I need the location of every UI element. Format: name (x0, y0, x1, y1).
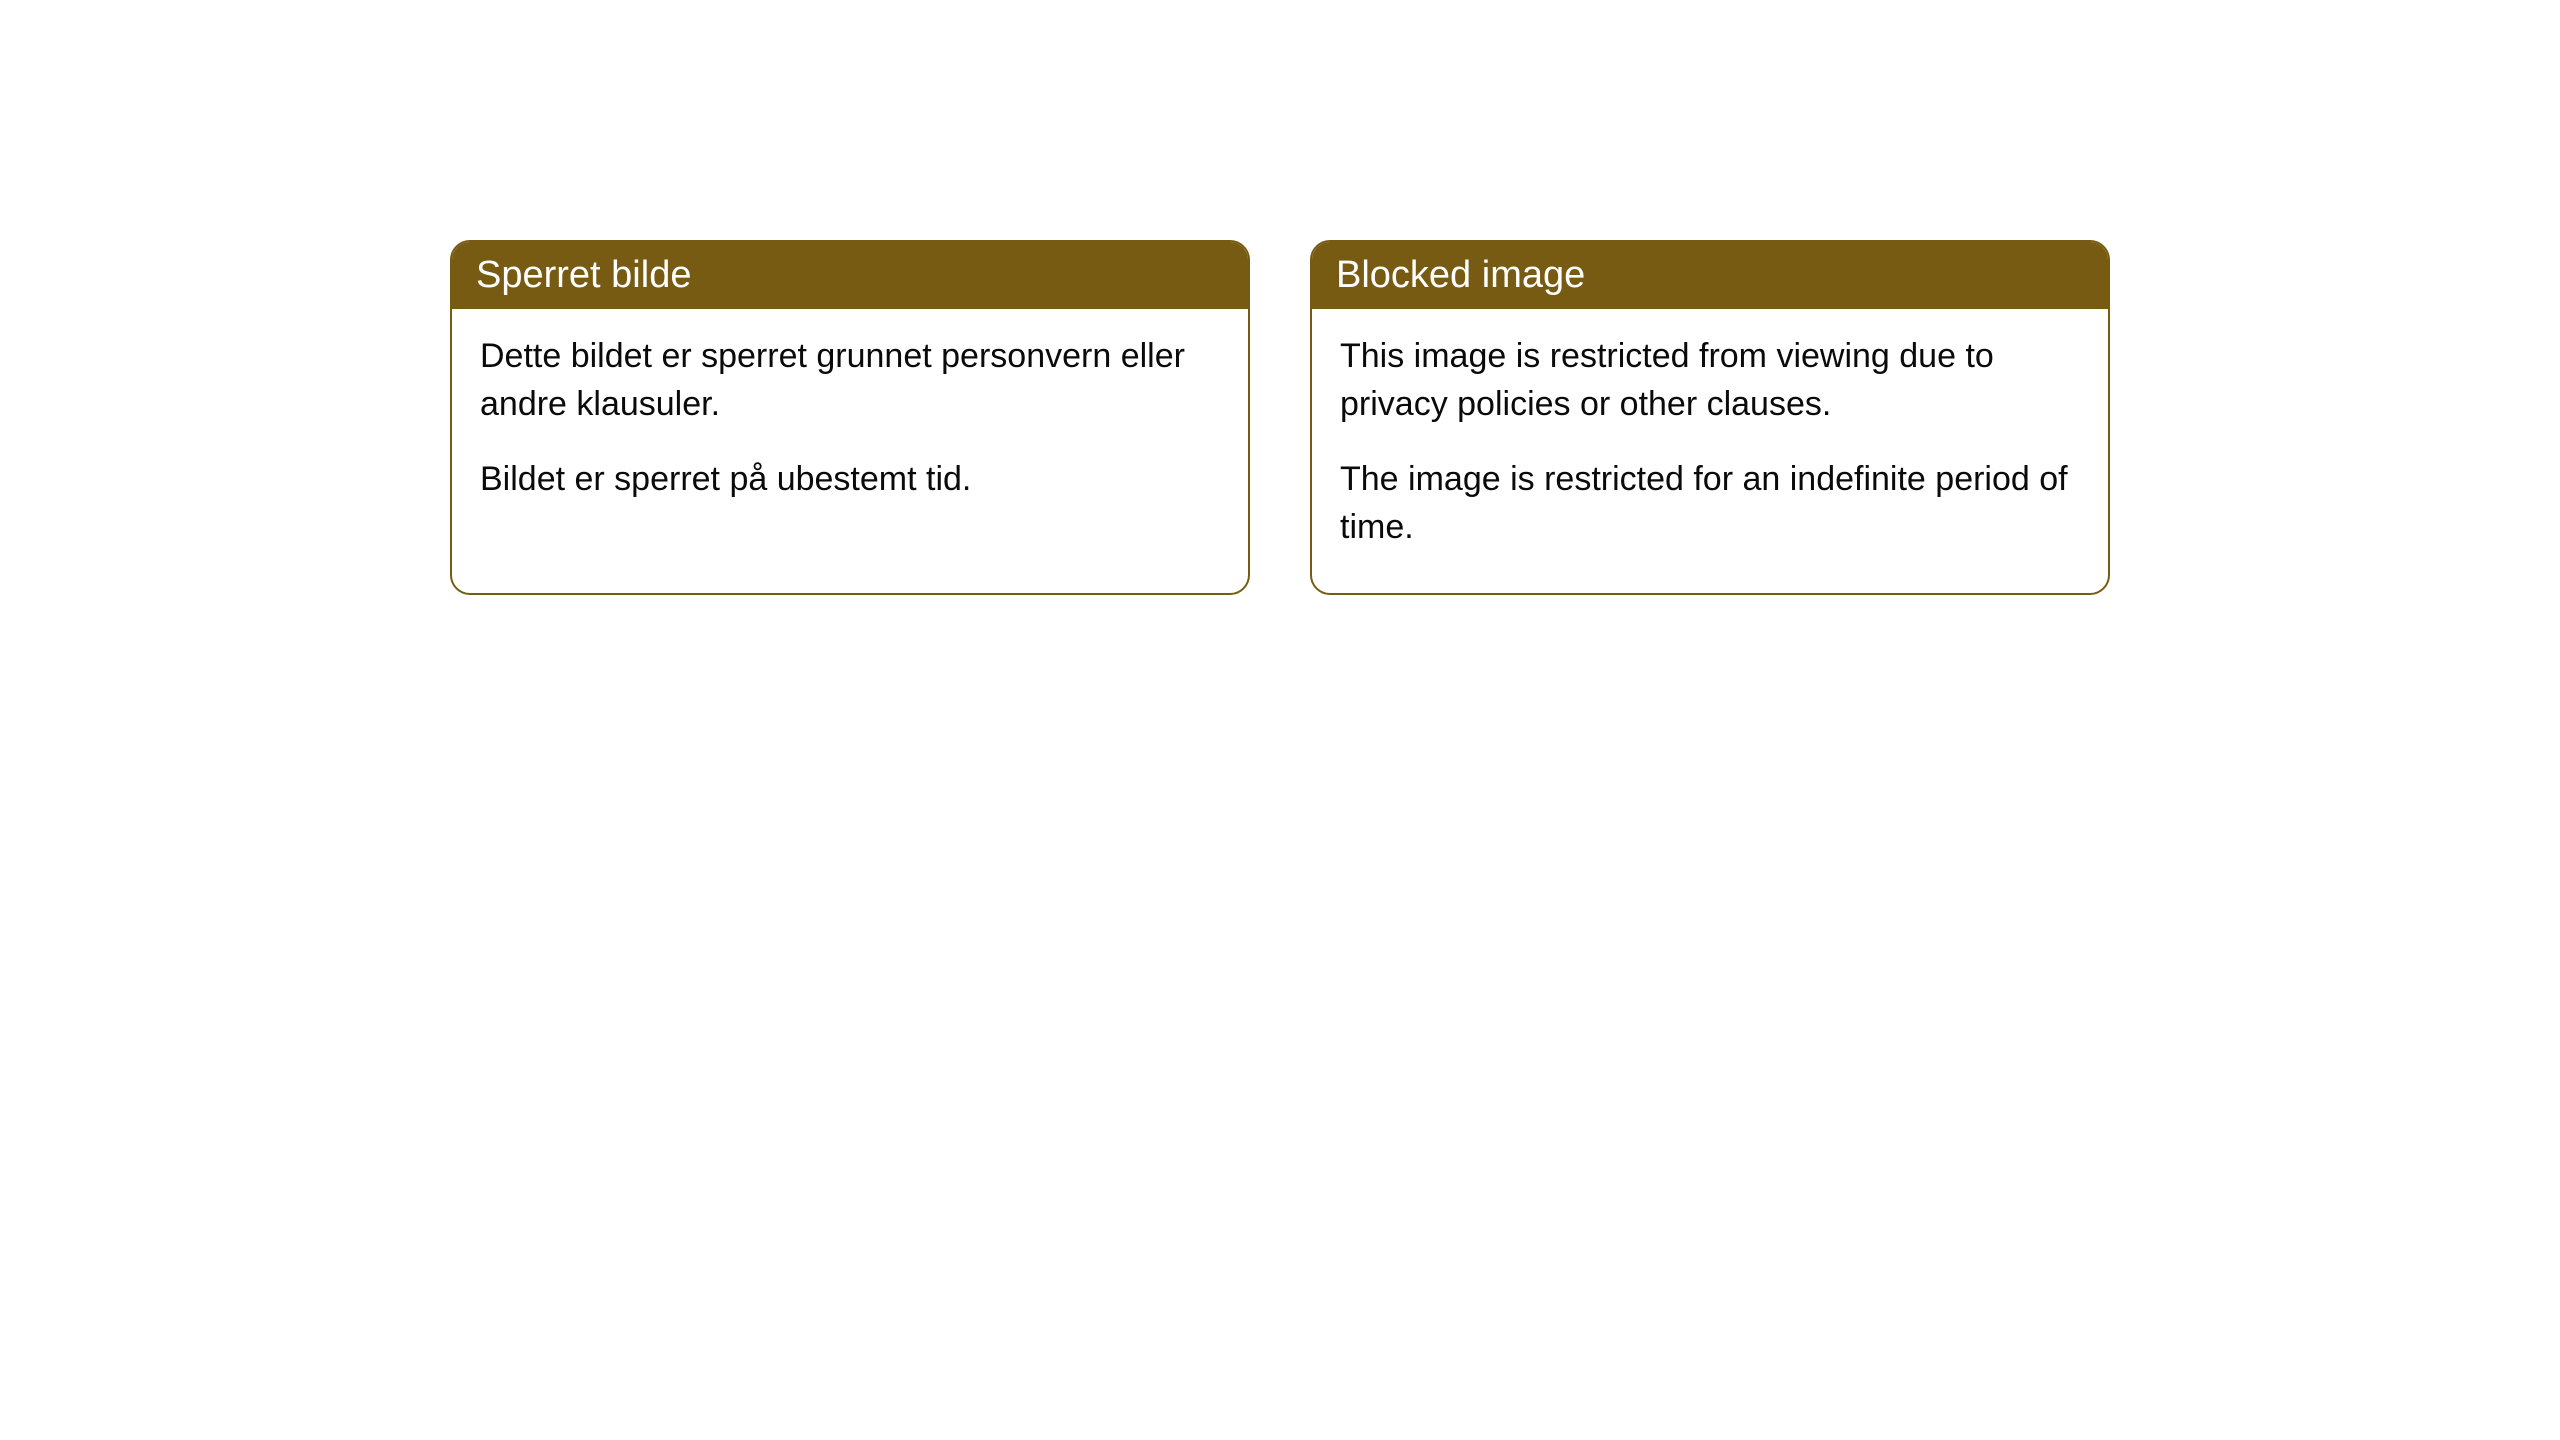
card-header: Blocked image (1312, 242, 2108, 309)
card-title: Blocked image (1336, 254, 1585, 296)
blocked-image-card-english: Blocked image This image is restricted f… (1310, 240, 2110, 595)
notice-cards-container: Sperret bilde Dette bildet er sperret gr… (450, 240, 2110, 595)
card-paragraph-2: The image is restricted for an indefinit… (1340, 456, 2080, 551)
card-paragraph-1: Dette bildet er sperret grunnet personve… (480, 333, 1220, 428)
card-paragraph-2: Bildet er sperret på ubestemt tid. (480, 456, 1220, 504)
card-body: Dette bildet er sperret grunnet personve… (452, 309, 1248, 546)
card-title: Sperret bilde (476, 254, 691, 296)
card-header: Sperret bilde (452, 242, 1248, 309)
card-body: This image is restricted from viewing du… (1312, 309, 2108, 593)
blocked-image-card-norwegian: Sperret bilde Dette bildet er sperret gr… (450, 240, 1250, 595)
card-paragraph-1: This image is restricted from viewing du… (1340, 333, 2080, 428)
